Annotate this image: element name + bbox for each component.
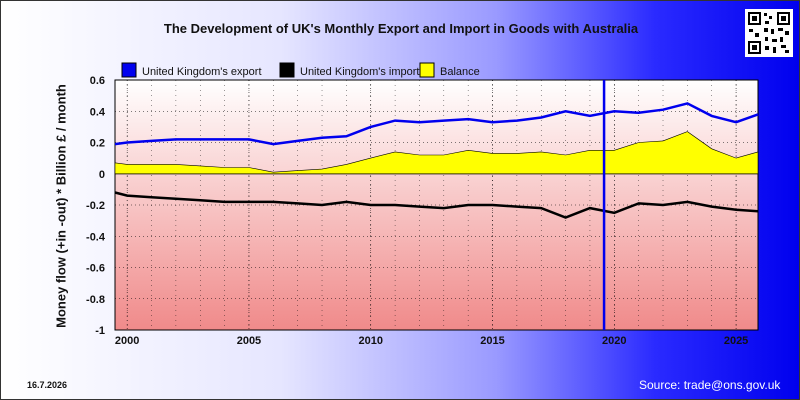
y-tick-label-3: 0 xyxy=(99,169,105,181)
legend-label-2: Balance xyxy=(440,66,480,78)
y-ticks: 0.6 0.4 0.2 0 -0.2 -0.4 -0.6 -0.8 -1 xyxy=(86,75,106,337)
x-tick-label-5: 2025 xyxy=(724,335,748,347)
y-tick-label-7: -0.8 xyxy=(86,294,105,306)
series-layer xyxy=(114,102,759,219)
x-tick-label-4: 2020 xyxy=(602,335,626,347)
x-tick-label-0: 2000 xyxy=(115,335,139,347)
grid xyxy=(115,79,758,331)
legend-label-0: United Kingdom's export xyxy=(142,66,262,78)
y-tick-label-1: 0.4 xyxy=(90,106,106,118)
series-line-import xyxy=(114,191,759,219)
legend-swatch-2 xyxy=(419,62,435,78)
qr-code-icon xyxy=(745,9,793,57)
chart-title: The Development of UK's Monthly Export a… xyxy=(163,21,639,36)
y-tick-label-8: -1 xyxy=(95,325,105,337)
x-tick-label-1: 2005 xyxy=(237,335,261,347)
y-tick-label-5: -0.4 xyxy=(86,231,106,243)
y-tick-label-4: -0.2 xyxy=(86,200,105,212)
legend-swatch-1 xyxy=(279,62,295,78)
source-text: Source: trade@ons.gov.uk xyxy=(639,378,781,392)
y-tick-label-0: 0.6 xyxy=(90,75,105,87)
y-tick-label-2: 0.2 xyxy=(90,138,105,150)
legend-label-1: United Kingdom's import xyxy=(300,66,420,78)
x-ticks: 2000 2005 2010 2015 2020 2025 xyxy=(115,335,748,347)
date-stamp: 16.7.2026 xyxy=(27,380,68,390)
x-tick-label-2: 2010 xyxy=(358,335,382,347)
series-area-balance xyxy=(114,131,759,175)
y-tick-label-6: -0.6 xyxy=(86,263,105,275)
series-line-export xyxy=(114,102,759,146)
legend-swatch-0 xyxy=(121,62,137,78)
legend: United Kingdom's export United Kingdom's … xyxy=(121,62,480,78)
x-tick-label-3: 2015 xyxy=(480,335,504,347)
